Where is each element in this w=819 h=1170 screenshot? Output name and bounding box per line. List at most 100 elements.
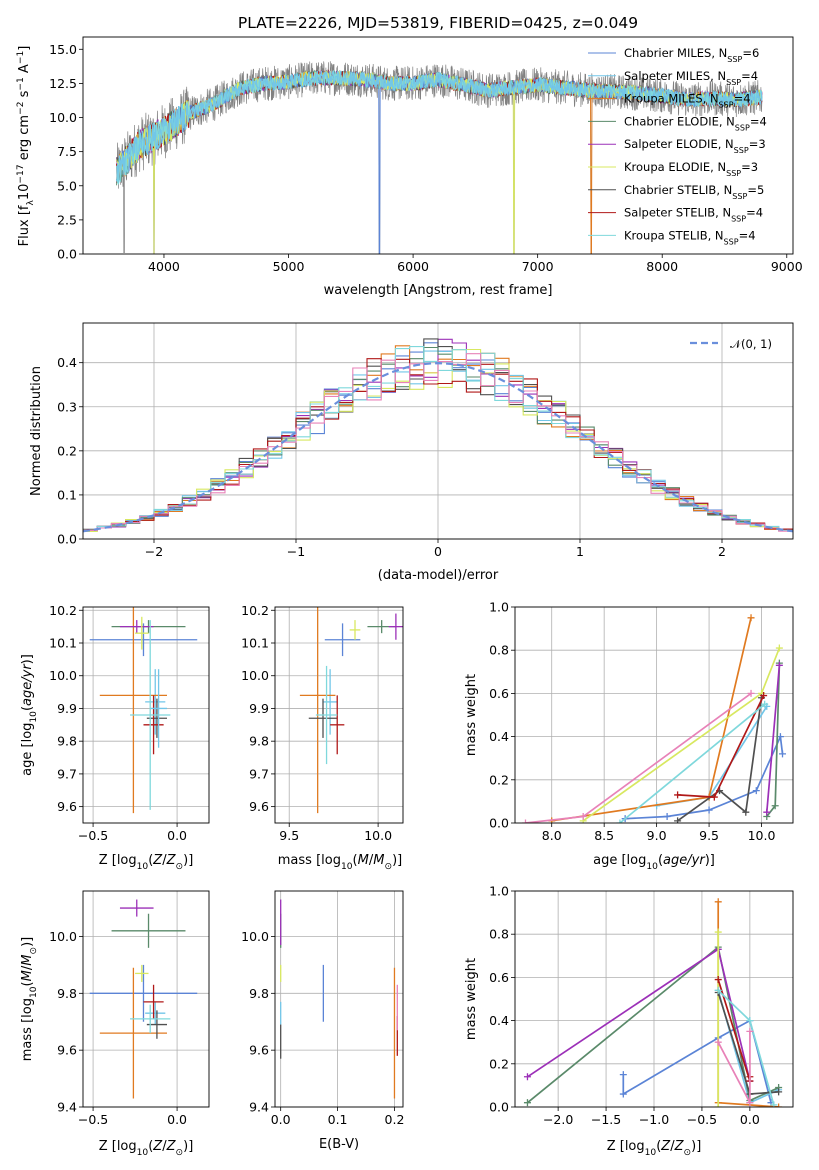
legend-entry: Chabrier ELODIE, NSSP=4 bbox=[624, 114, 767, 131]
y-tick-label: 0.4 bbox=[57, 355, 77, 370]
normal-curve bbox=[83, 361, 793, 533]
y-tick-label: 10.1 bbox=[49, 636, 77, 651]
histogram-3 bbox=[83, 346, 793, 532]
y-tick-label: 9.8 bbox=[57, 734, 77, 749]
axes-frame bbox=[82, 322, 794, 540]
weight-marker bbox=[752, 787, 760, 795]
x-tick-label: 0.0 bbox=[740, 1112, 760, 1127]
weight-line-3 bbox=[526, 945, 779, 1104]
axes-frame bbox=[82, 606, 210, 824]
axes-frame bbox=[274, 890, 404, 1108]
legend-entry: Kroupa MILES, NSSP=4 bbox=[624, 92, 751, 110]
residuals-panel: −2 −1 0 1 2 0.0 0.1 0.2 0.3 0.4 𝒩(0, 1) (data-model… bbox=[29, 322, 794, 583]
y-tick-label: 0.0 bbox=[57, 532, 77, 547]
y-tick-label: 0.4 bbox=[489, 729, 509, 744]
y-tick-label: 0.4 bbox=[489, 1013, 509, 1028]
weight-marker bbox=[746, 1017, 754, 1025]
weight-marker bbox=[663, 813, 671, 821]
weight-marker bbox=[746, 1099, 754, 1107]
y-tick-label: 2.5 bbox=[57, 212, 77, 227]
x-tick-label: 0 bbox=[434, 544, 442, 559]
spectrum-lines bbox=[116, 61, 763, 254]
legend-entry: Chabrier STELIB, NSSP=5 bbox=[624, 183, 764, 201]
y-tick-label: 9.6 bbox=[57, 1043, 77, 1058]
y-axis-label: age [log10(age/yr)] bbox=[20, 654, 39, 776]
y-axis-label: mass weight bbox=[464, 958, 479, 1040]
x-tick-label: 7000 bbox=[522, 259, 554, 274]
weight-marker bbox=[674, 791, 682, 799]
weight-marker bbox=[747, 614, 755, 622]
y-tick-label: 0.2 bbox=[489, 1056, 509, 1071]
x-tick-label: 8.5 bbox=[594, 828, 614, 843]
weight-marker bbox=[763, 808, 771, 816]
weight-line-6 bbox=[677, 697, 763, 822]
y-tick-label: 9.6 bbox=[249, 1043, 269, 1058]
weight-marker bbox=[742, 808, 750, 816]
weight-line-9 bbox=[525, 692, 752, 823]
x-tick-label: −2.0 bbox=[543, 1112, 573, 1127]
x-axis-label: wavelength [Angstrom, rest frame] bbox=[324, 283, 553, 298]
weight-lines bbox=[521, 614, 787, 823]
y-tick-label: 10.1 bbox=[241, 636, 269, 651]
x-tick-label: −1.0 bbox=[639, 1112, 669, 1127]
error-bars bbox=[89, 899, 198, 1099]
weight-marker bbox=[616, 819, 624, 823]
axes-frame bbox=[82, 36, 794, 255]
weight-marker bbox=[714, 1038, 722, 1046]
x-tick-label: 0.1 bbox=[328, 1112, 348, 1127]
y-tick-label: 0.2 bbox=[489, 772, 509, 787]
weight-marker bbox=[761, 700, 769, 708]
x-axis-label: mass [log10(M/M⊙)] bbox=[278, 853, 402, 872]
x-axis-label: Z [log10(Z/Z⊙)] bbox=[607, 1139, 702, 1158]
x-tick-label: 9.5 bbox=[699, 828, 719, 843]
weight-lines bbox=[523, 898, 783, 1107]
axes-frame bbox=[82, 890, 210, 1108]
x-tick-label: 10.0 bbox=[364, 828, 392, 843]
x-axis-label: Z [log10(Z/Z⊙)] bbox=[99, 853, 194, 872]
axes-frame bbox=[514, 606, 794, 824]
x-tick-label: −0.5 bbox=[78, 1112, 108, 1127]
x-tick-label: 9000 bbox=[771, 259, 803, 274]
x-tick-label: 1 bbox=[576, 544, 584, 559]
y-tick-label: 0.6 bbox=[489, 970, 509, 985]
age-vs-mass-panel: 9.5 10.0 9.6 9.7 9.8 9.9 10.0 10.1 10.2 mass [log… bbox=[241, 603, 404, 872]
y-tick-label: 0.3 bbox=[57, 399, 77, 414]
legend-entry: Salpeter STELIB, NSSP=4 bbox=[624, 206, 763, 224]
y-tick-label: 9.6 bbox=[57, 799, 77, 814]
error-bars bbox=[280, 899, 398, 1099]
x-tick-label: 9.5 bbox=[279, 828, 299, 843]
axes-frame bbox=[514, 890, 794, 1108]
x-tick-label: −0.5 bbox=[78, 828, 108, 843]
y-tick-label: 0.0 bbox=[489, 1100, 509, 1115]
weight-marker bbox=[714, 928, 722, 936]
x-axis-label: Z [log10(Z/Z⊙)] bbox=[99, 1139, 194, 1158]
y-tick-label: 10.0 bbox=[49, 929, 77, 944]
x-tick-label: 0.2 bbox=[385, 1112, 405, 1127]
axes-frame bbox=[274, 606, 404, 824]
y-tick-label: 9.8 bbox=[57, 986, 77, 1001]
x-tick-label: −1 bbox=[287, 544, 305, 559]
error-bars bbox=[89, 607, 198, 814]
weight-marker bbox=[579, 813, 587, 821]
y-tick-label: 7.5 bbox=[57, 144, 77, 159]
weight-marker bbox=[521, 819, 529, 823]
y-tick-label: 10.0 bbox=[241, 668, 269, 683]
legend-entry: Salpeter MILES, NSSP=4 bbox=[624, 69, 758, 87]
x-tick-label: 8.0 bbox=[542, 828, 562, 843]
histogram-4 bbox=[83, 338, 793, 532]
weight-marker bbox=[775, 1103, 783, 1107]
weight-marker bbox=[771, 802, 779, 810]
y-axis-label: Flux [fλ10−17 erg cm−2 s−1 A−1] bbox=[16, 46, 36, 247]
chart-title: PLATE=2226, MJD=53819, FIBERID=0425, z=0… bbox=[238, 14, 638, 32]
x-tick-label: 0.0 bbox=[167, 828, 187, 843]
x-axis-label: E(B-V) bbox=[319, 1137, 359, 1152]
y-tick-label: 10.0 bbox=[241, 929, 269, 944]
x-tick-label: 0.0 bbox=[271, 1112, 291, 1127]
y-tick-label: 9.6 bbox=[249, 799, 269, 814]
x-tick-label: −1.5 bbox=[591, 1112, 621, 1127]
legend-entry: 𝒩(0, 1) bbox=[730, 337, 772, 351]
y-tick-label: 10.0 bbox=[49, 668, 77, 683]
x-tick-label: 5000 bbox=[273, 259, 305, 274]
observed-spectrum bbox=[116, 61, 763, 254]
